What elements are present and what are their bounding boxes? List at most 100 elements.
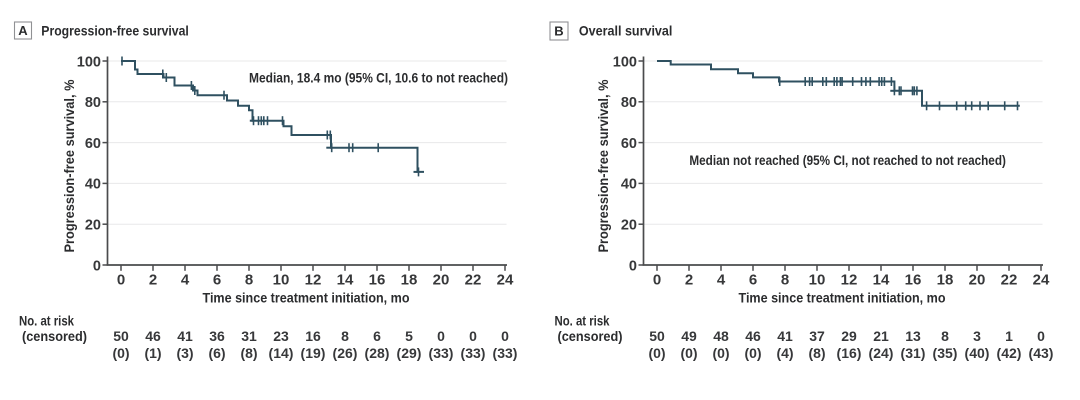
svg-text:4: 4 [717, 272, 726, 289]
svg-text:10: 10 [273, 272, 290, 289]
svg-text:20: 20 [433, 272, 450, 289]
svg-text:Time since treatment initiatio: Time since treatment initiation, mo [739, 290, 946, 306]
svg-text:0: 0 [629, 258, 637, 274]
svg-text:A: A [18, 23, 28, 38]
svg-text:B: B [554, 24, 563, 39]
svg-text:(0): (0) [744, 345, 761, 361]
svg-text:1: 1 [1005, 328, 1013, 344]
svg-text:(censored): (censored) [22, 328, 87, 344]
svg-text:16: 16 [305, 328, 321, 344]
svg-text:5: 5 [405, 328, 413, 344]
svg-text:12: 12 [305, 272, 322, 289]
svg-text:14: 14 [337, 272, 354, 289]
svg-text:0: 0 [437, 328, 445, 344]
svg-text:(29): (29) [397, 345, 422, 361]
svg-text:0: 0 [501, 328, 509, 344]
svg-text:(33): (33) [429, 345, 454, 361]
svg-text:(0): (0) [680, 345, 697, 361]
svg-text:(16): (16) [837, 345, 862, 361]
svg-text:(24): (24) [869, 345, 894, 361]
svg-text:40: 40 [85, 177, 101, 193]
svg-text:(42): (42) [997, 345, 1022, 361]
svg-text:29: 29 [841, 328, 857, 344]
svg-text:60: 60 [85, 136, 101, 152]
svg-text:(8): (8) [808, 345, 825, 361]
svg-text:100: 100 [613, 54, 637, 70]
svg-text:20: 20 [969, 272, 986, 289]
svg-text:50: 50 [649, 328, 665, 344]
svg-text:No. at risk: No. at risk [19, 312, 74, 328]
svg-text:36: 36 [209, 328, 225, 344]
svg-text:24: 24 [1033, 272, 1050, 289]
svg-text:8: 8 [781, 272, 789, 289]
svg-text:41: 41 [177, 328, 193, 344]
svg-text:18: 18 [401, 272, 418, 289]
svg-text:6: 6 [749, 272, 757, 289]
svg-text:46: 46 [145, 328, 161, 344]
svg-text:49: 49 [681, 328, 697, 344]
svg-text:31: 31 [241, 328, 257, 344]
svg-text:Overall survival: Overall survival [579, 22, 673, 38]
svg-text:24: 24 [497, 272, 514, 289]
svg-text:10: 10 [809, 272, 826, 289]
svg-text:Progression-free survival, %: Progression-free survival, % [595, 79, 611, 253]
svg-text:0: 0 [93, 258, 101, 274]
svg-text:20: 20 [621, 217, 637, 233]
svg-text:Progression-free survival: Progression-free survival [41, 22, 189, 38]
svg-text:2: 2 [149, 272, 157, 289]
svg-text:60: 60 [621, 136, 637, 152]
svg-text:80: 80 [85, 95, 101, 111]
svg-text:(0): (0) [712, 345, 729, 361]
svg-text:40: 40 [621, 177, 637, 193]
svg-text:2: 2 [685, 272, 693, 289]
svg-text:(0): (0) [112, 345, 129, 361]
svg-text:8: 8 [941, 328, 949, 344]
svg-text:18: 18 [937, 272, 954, 289]
svg-text:4: 4 [181, 272, 190, 289]
svg-text:(40): (40) [965, 345, 990, 361]
svg-text:37: 37 [809, 328, 825, 344]
svg-text:(8): (8) [240, 345, 257, 361]
svg-text:3: 3 [973, 328, 981, 344]
svg-text:41: 41 [777, 328, 793, 344]
svg-text:21: 21 [873, 328, 889, 344]
svg-text:0: 0 [653, 272, 661, 289]
svg-text:48: 48 [713, 328, 729, 344]
svg-text:(35): (35) [933, 345, 958, 361]
svg-text:46: 46 [745, 328, 761, 344]
svg-text:20: 20 [85, 217, 101, 233]
svg-text:Median not reached (95% CI, no: Median not reached (95% CI, not reached … [689, 152, 1006, 168]
svg-text:6: 6 [373, 328, 381, 344]
svg-text:8: 8 [341, 328, 349, 344]
svg-text:22: 22 [1001, 272, 1018, 289]
svg-text:0: 0 [117, 272, 125, 289]
svg-text:Progression-free survival, %: Progression-free survival, % [61, 79, 77, 253]
svg-text:6: 6 [213, 272, 221, 289]
svg-text:(4): (4) [776, 345, 793, 361]
svg-text:(31): (31) [901, 345, 926, 361]
svg-text:(43): (43) [1029, 345, 1054, 361]
svg-text:(3): (3) [176, 345, 193, 361]
svg-text:0: 0 [469, 328, 477, 344]
svg-text:16: 16 [369, 272, 386, 289]
svg-text:(14): (14) [269, 345, 294, 361]
svg-text:22: 22 [465, 272, 482, 289]
svg-text:(6): (6) [208, 345, 225, 361]
svg-text:13: 13 [905, 328, 921, 344]
svg-text:No. at risk: No. at risk [555, 312, 610, 328]
svg-text:8: 8 [245, 272, 253, 289]
svg-text:(1): (1) [144, 345, 161, 361]
svg-text:50: 50 [113, 328, 129, 344]
svg-text:0: 0 [1037, 328, 1045, 344]
svg-text:(33): (33) [493, 345, 518, 361]
svg-text:Time since treatment initiatio: Time since treatment initiation, mo [203, 290, 410, 306]
svg-text:23: 23 [273, 328, 289, 344]
svg-text:14: 14 [873, 272, 890, 289]
svg-text:(censored): (censored) [558, 328, 623, 344]
svg-text:(0): (0) [648, 345, 665, 361]
svg-text:(26): (26) [333, 345, 358, 361]
svg-text:100: 100 [77, 54, 101, 70]
svg-text:16: 16 [905, 272, 922, 289]
svg-text:(28): (28) [365, 345, 390, 361]
svg-text:Median, 18.4 mo (95% CI, 10.6: Median, 18.4 mo (95% CI, 10.6 to not rea… [249, 70, 508, 86]
